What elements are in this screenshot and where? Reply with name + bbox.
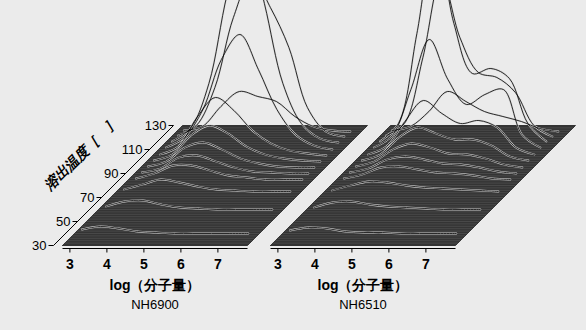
svg-text:30: 30 xyxy=(32,238,46,253)
svg-text:7: 7 xyxy=(422,256,430,272)
svg-text:4: 4 xyxy=(311,256,319,272)
svg-text:90: 90 xyxy=(104,166,118,181)
svg-text:NH6510: NH6510 xyxy=(339,297,387,312)
svg-text:50: 50 xyxy=(56,214,70,229)
svg-text:溶出温度［ ］: 溶出温度［ ］ xyxy=(40,113,121,194)
svg-text:3: 3 xyxy=(66,256,74,272)
svg-text:5: 5 xyxy=(140,256,148,272)
svg-text:log（分子量）: log（分子量） xyxy=(318,277,409,293)
svg-text:NH6900: NH6900 xyxy=(131,297,179,312)
svg-text:6: 6 xyxy=(177,256,185,272)
svg-text:4: 4 xyxy=(103,256,111,272)
svg-text:110: 110 xyxy=(122,142,143,157)
svg-text:70: 70 xyxy=(80,190,94,205)
svg-text:5: 5 xyxy=(348,256,356,272)
svg-text:7: 7 xyxy=(214,256,222,272)
svg-text:log（分子量）: log（分子量） xyxy=(110,277,201,293)
svg-text:130: 130 xyxy=(145,118,167,133)
svg-text:6: 6 xyxy=(385,256,393,272)
svg-text:3: 3 xyxy=(274,256,282,272)
